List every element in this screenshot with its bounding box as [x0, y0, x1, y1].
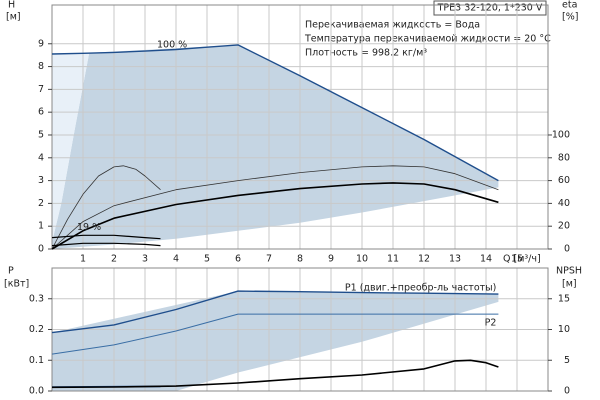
x-tick-label: 15 — [511, 254, 523, 265]
curve-label: P1 (двиг.+преобр-ль частоты) — [345, 283, 496, 294]
y2-tick-label: 60 — [558, 175, 570, 186]
y-tick-label: 8 — [38, 61, 44, 72]
curve — [51, 165, 161, 250]
curve-label: 100 % — [157, 40, 187, 51]
curve-label: P2 — [485, 318, 497, 329]
operating-range — [52, 52, 90, 243]
curve — [51, 234, 161, 240]
y-tick-label: 7 — [38, 84, 44, 95]
curve — [51, 359, 499, 389]
operating-range — [52, 291, 499, 391]
y-tick-label: 0.3 — [29, 293, 44, 304]
y2-tick-label: 80 — [558, 152, 570, 163]
y2-tick-label: 0 — [564, 244, 570, 255]
y-tick-label: 2 — [38, 198, 44, 209]
x-tick-label: 7 — [266, 254, 272, 265]
annotation: Температура перекачиваемой жидкости = 20… — [304, 34, 551, 45]
y-tick-label: 1 — [38, 221, 44, 232]
y2-axis-label: eta — [562, 0, 577, 11]
y2-tick-label: 20 — [558, 221, 570, 232]
x-tick-label: 10 — [356, 254, 368, 265]
curve — [51, 44, 499, 182]
x-tick-label: 13 — [449, 254, 461, 265]
y-tick-label: 4 — [38, 152, 44, 163]
y-tick-label: 0 — [38, 244, 44, 255]
x-tick-label: 8 — [297, 254, 303, 265]
annotation: Плотность = 998.2 кг/м³ — [305, 48, 427, 59]
x-tick-label: 4 — [173, 254, 179, 265]
y2-axis-unit: [м] — [562, 279, 577, 290]
x-tick-label: 11 — [387, 254, 399, 265]
curve — [51, 165, 499, 250]
y2-tick-label: 15 — [558, 293, 570, 304]
y-axis-unit: [м] — [6, 12, 21, 23]
y-axis-label: H — [8, 0, 15, 11]
curve-label: 19 % — [77, 222, 101, 233]
x-tick-label: 14 — [480, 254, 492, 265]
x-tick-label: 12 — [418, 254, 430, 265]
x-tick-label: 9 — [328, 254, 334, 265]
x-axis-label: Q [м³/ч] — [503, 254, 541, 265]
y-tick-label: 0.2 — [29, 324, 44, 335]
x-tick-label: 3 — [142, 254, 148, 265]
y2-tick-label: 10 — [558, 324, 570, 335]
curve — [51, 182, 499, 250]
y-axis-label: P — [8, 266, 14, 277]
x-tick-label: 5 — [204, 254, 210, 265]
chart-title: TPE3 32-120, 1*230 V — [437, 3, 543, 14]
y-tick-label: 0.1 — [29, 355, 44, 366]
y2-tick-label: 5 — [564, 355, 570, 366]
curve — [51, 242, 161, 247]
y2-tick-label: 0 — [564, 386, 570, 397]
x-tick-label: 6 — [235, 254, 241, 265]
x-tick-label: 1 — [80, 254, 86, 265]
y-tick-label: 9 — [38, 38, 44, 49]
y-tick-label: 6 — [38, 107, 44, 118]
plot-frame — [51, 4, 549, 250]
y2-tick-label: 40 — [558, 198, 570, 209]
x-tick-label: 2 — [111, 254, 117, 265]
operating-range — [52, 44, 499, 250]
y-tick-label: 3 — [38, 175, 44, 186]
y2-axis-label: NPSH — [556, 266, 582, 277]
curve — [51, 290, 499, 334]
y-tick-label: 0.0 — [29, 386, 44, 397]
y2-tick-label: 100 — [552, 129, 570, 140]
y2-axis-unit: [%] — [562, 12, 578, 23]
y-axis-unit: [кВт] — [4, 279, 29, 290]
curve — [51, 313, 499, 355]
y-tick-label: 5 — [38, 129, 44, 140]
